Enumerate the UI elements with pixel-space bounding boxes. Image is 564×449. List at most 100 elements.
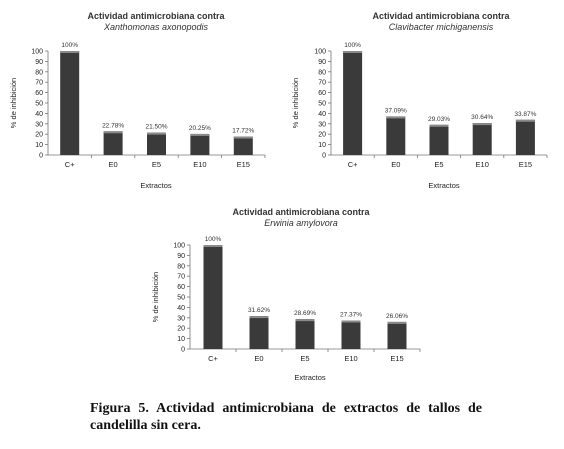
data-label: 100%: [344, 42, 361, 49]
bar-highlight: [203, 245, 223, 247]
bar: [203, 245, 223, 349]
y-tick-label: 90: [35, 59, 43, 66]
y-tick-label: 30: [318, 121, 326, 128]
y-tick-label: 20: [177, 326, 185, 333]
x-tick-label: C+: [208, 354, 218, 363]
bar: [60, 51, 80, 155]
x-tick-label: E15: [237, 160, 250, 169]
y-tick-label: 20: [318, 132, 326, 139]
x-tick-label: E10: [476, 160, 489, 169]
bar: [387, 321, 407, 349]
x-axis-label: Extractos: [140, 181, 172, 190]
x-tick-label: E15: [519, 160, 532, 169]
y-tick-label: 100: [31, 49, 43, 56]
chart-svg-1: Actividad antimicrobiana contra Clavibac…: [291, 11, 548, 190]
chart-title: Actividad antimicrobiana contra: [372, 11, 510, 21]
x-tick-label: E5: [434, 160, 443, 169]
x-tick-label: E10: [344, 354, 357, 363]
figure-caption: Figura 5. Actividad antimicrobiana de ex…: [90, 401, 482, 433]
y-axis-label: % de inhibición: [9, 78, 18, 128]
x-tick-label: E10: [193, 160, 206, 169]
bar-highlight: [60, 51, 80, 53]
y-tick-label: 40: [177, 305, 185, 312]
bar-highlight: [233, 136, 253, 139]
bar-highlight: [103, 131, 123, 134]
y-axis-label: % de inhibición: [291, 78, 300, 128]
data-label: 21.50%: [145, 124, 167, 131]
bar: [249, 316, 269, 349]
bar-highlight: [190, 133, 210, 136]
x-tick-label: E5: [152, 160, 161, 169]
y-tick-label: 80: [177, 263, 185, 270]
y-tick-label: 50: [177, 295, 185, 302]
chart-title: Actividad antimicrobiana contra: [232, 207, 370, 217]
data-label: 100%: [61, 42, 78, 49]
bar: [147, 132, 166, 155]
chart-xanthomonas: Actividad antimicrobiana contra Xanthomo…: [0, 0, 282, 200]
y-tick-label: 0: [322, 153, 326, 160]
data-label: 100%: [205, 236, 222, 243]
y-tick-label: 10: [35, 142, 43, 149]
bar-highlight: [341, 320, 361, 323]
x-tick-label: C+: [65, 160, 75, 169]
bar: [472, 123, 492, 155]
bar-highlight: [249, 316, 269, 319]
x-tick-label: E0: [109, 160, 118, 169]
chart-svg-0: Actividad antimicrobiana contra Xanthomo…: [9, 11, 266, 190]
y-tick-label: 30: [177, 315, 185, 322]
bar: [515, 119, 535, 155]
y-tick-label: 100: [173, 243, 185, 250]
bar: [190, 133, 210, 155]
x-axis-label: Extractos: [294, 373, 326, 382]
x-tick-label: E15: [390, 354, 403, 363]
data-label: 17.72%: [232, 128, 254, 135]
bar-highlight: [387, 321, 407, 324]
y-tick-label: 20: [35, 132, 43, 139]
y-tick-label: 100: [314, 49, 326, 56]
y-axis-label: % de inhibición: [151, 272, 160, 322]
y-tick-label: 90: [318, 59, 326, 66]
data-label: 28.69%: [294, 310, 316, 317]
y-tick-label: 40: [35, 111, 43, 118]
bar-highlight: [515, 119, 535, 122]
bar-highlight: [472, 123, 492, 126]
x-tick-label: E5: [300, 354, 309, 363]
chart-erwinia: Actividad antimicrobiana contra Erwinia …: [140, 200, 430, 390]
y-tick-label: 10: [177, 336, 185, 343]
data-label: 26.06%: [386, 313, 408, 320]
chart-clavibacter: Actividad antimicrobiana contra Clavibac…: [282, 0, 564, 200]
data-label: 22.78%: [102, 122, 124, 129]
x-tick-label: E0: [391, 160, 400, 169]
y-tick-label: 50: [318, 101, 326, 108]
x-tick-label: E0: [254, 354, 263, 363]
y-tick-label: 80: [318, 69, 326, 76]
y-tick-label: 0: [39, 153, 43, 160]
bar: [233, 136, 253, 155]
data-label: 30.64%: [471, 114, 493, 121]
chart-svg-2: Actividad antimicrobiana contra Erwinia …: [151, 207, 421, 382]
y-tick-label: 70: [35, 80, 43, 87]
y-tick-label: 60: [35, 90, 43, 97]
y-tick-label: 70: [318, 80, 326, 87]
y-tick-label: 0: [181, 347, 185, 354]
y-tick-label: 10: [318, 142, 326, 149]
chart-subtitle: Clavibacter michiganensis: [389, 22, 494, 32]
y-tick-label: 80: [35, 69, 43, 76]
y-tick-label: 70: [177, 274, 185, 281]
y-tick-label: 90: [177, 253, 185, 260]
y-tick-label: 40: [318, 111, 326, 118]
data-label: 37.09%: [385, 107, 407, 114]
bar-highlight: [429, 124, 449, 127]
chart-title: Actividad antimicrobiana contra: [87, 11, 225, 21]
data-label: 20.25%: [189, 125, 211, 132]
bar: [341, 320, 361, 349]
x-tick-label: C+: [348, 160, 358, 169]
bar: [386, 116, 406, 155]
chart-subtitle: Xanthomonas axonopodis: [103, 22, 209, 32]
y-tick-label: 60: [318, 90, 326, 97]
bar: [343, 51, 363, 155]
bar: [295, 319, 315, 349]
bar-highlight: [147, 132, 166, 135]
bar: [429, 124, 449, 155]
bar-highlight: [343, 51, 363, 53]
